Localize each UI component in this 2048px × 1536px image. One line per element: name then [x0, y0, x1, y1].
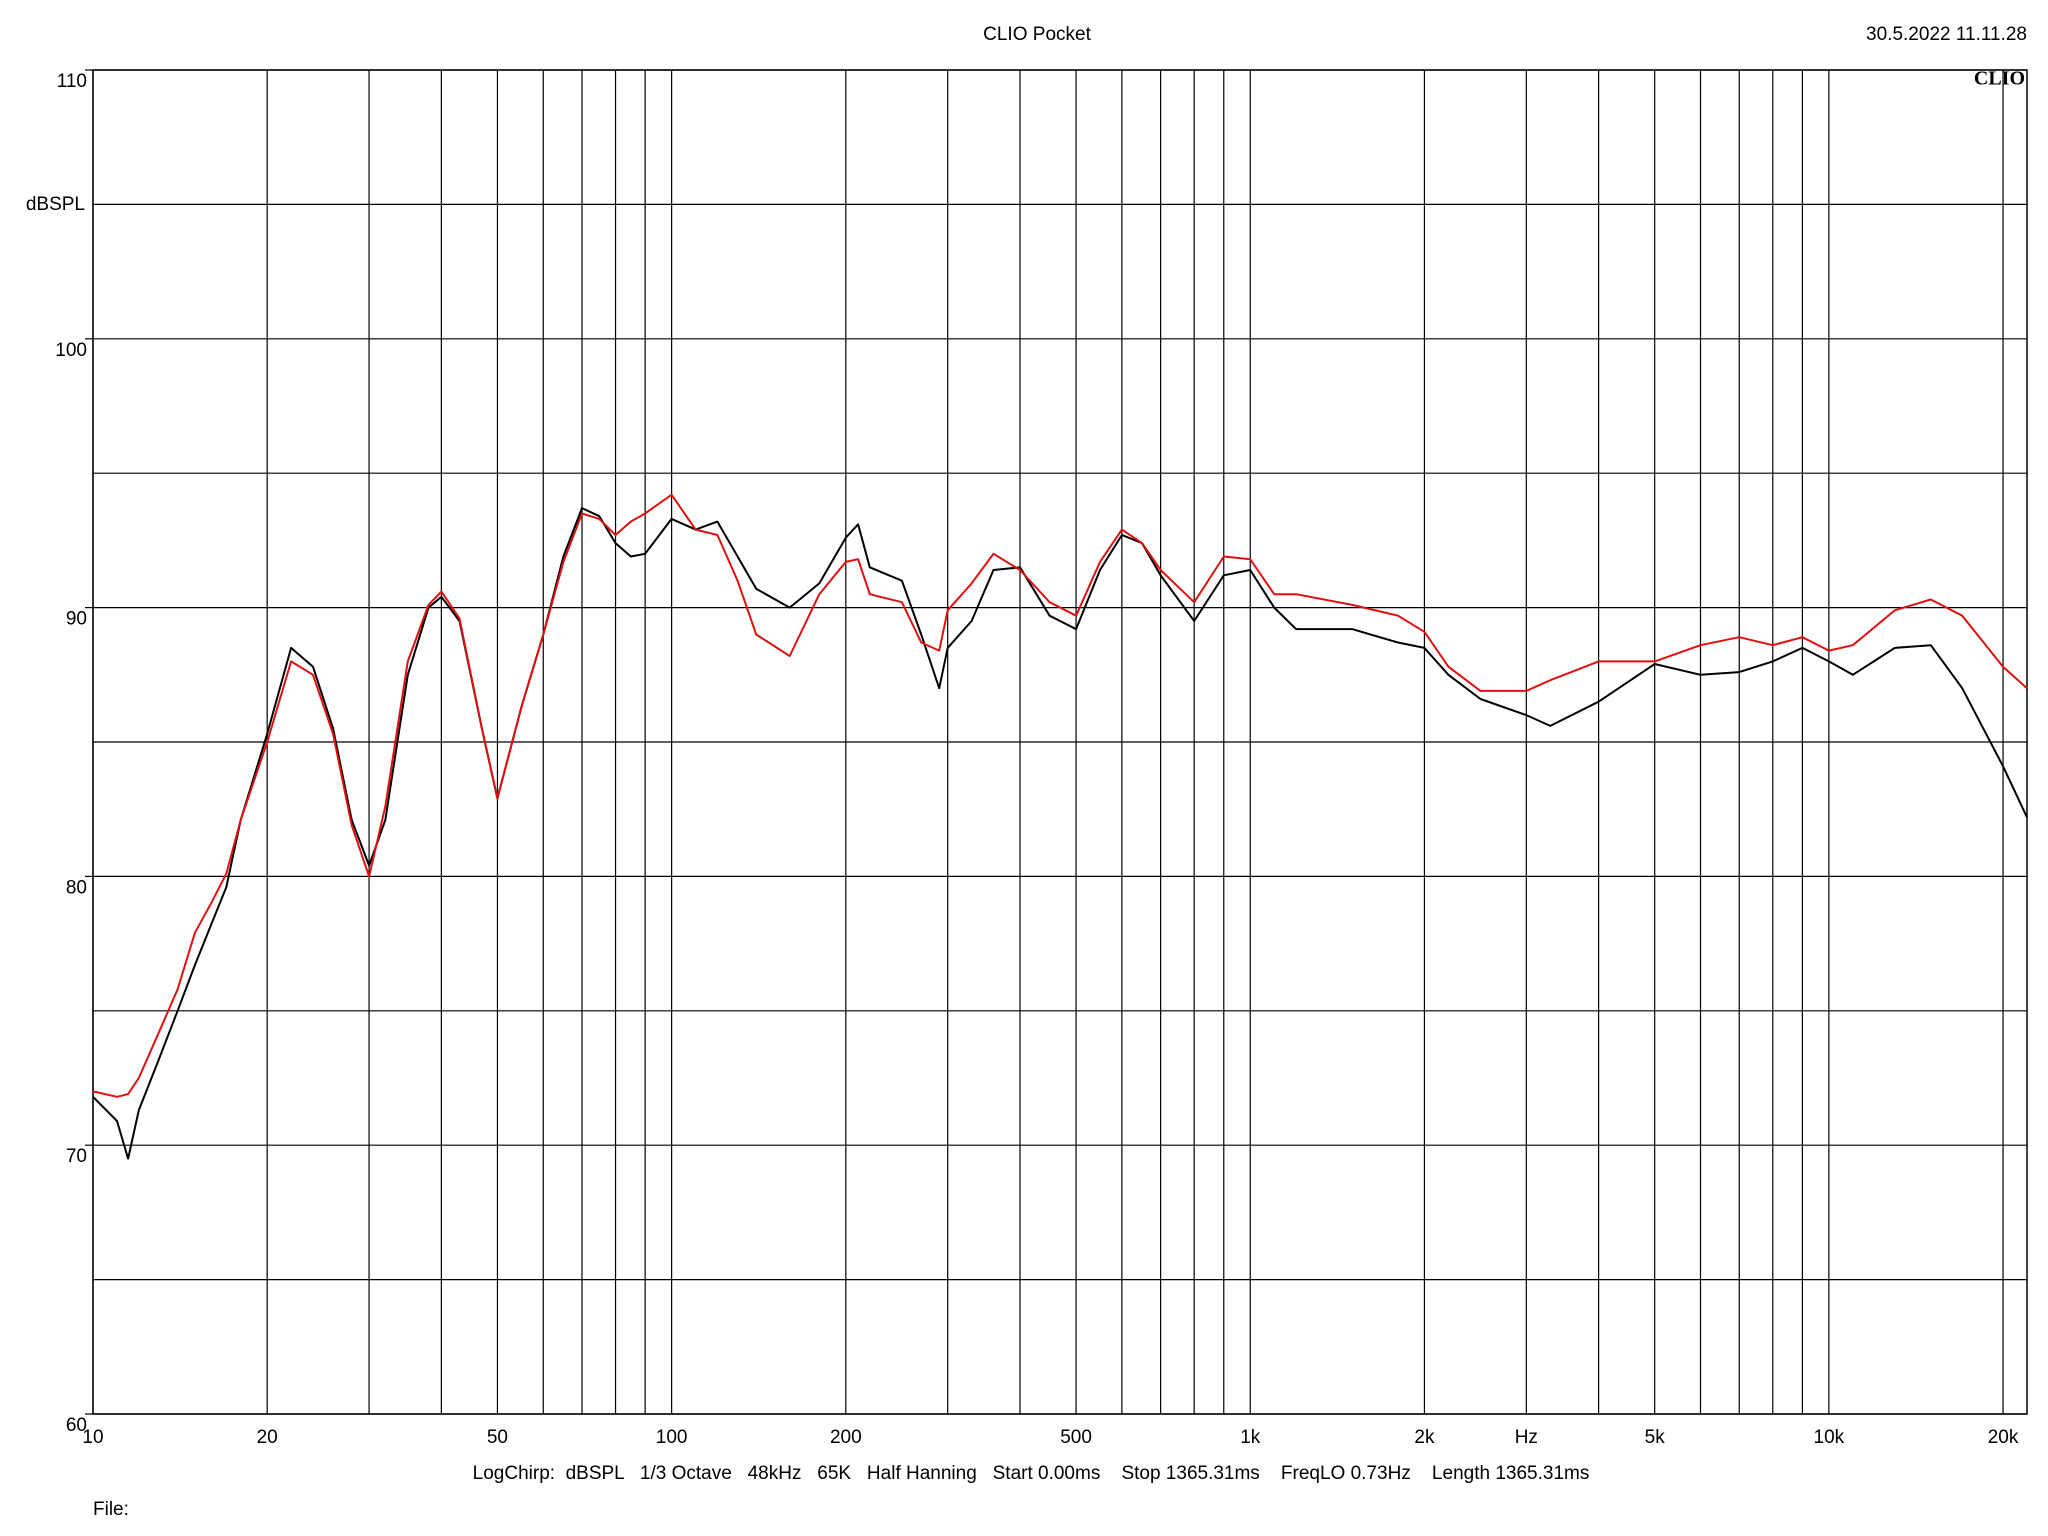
x-tick-label: 2k — [1414, 1427, 1435, 1448]
x-tick-label: 20k — [1988, 1427, 2019, 1448]
x-tick-label: 50 — [487, 1427, 508, 1448]
x-tick-label: Hz — [1515, 1427, 1538, 1448]
x-tick-label: 100 — [656, 1427, 688, 1448]
chart-title: CLIO Pocket — [983, 24, 1091, 45]
x-tick-label: 5k — [1645, 1427, 1666, 1448]
series-line — [92, 507, 2028, 1160]
x-tick-label: 500 — [1060, 1427, 1092, 1448]
y-tick-label: 60 — [66, 1415, 87, 1436]
y-axis-label: dBSPL — [26, 194, 85, 215]
x-tick-label: 200 — [830, 1427, 862, 1448]
plot-frame — [92, 69, 2028, 1415]
x-tick-label: 10 — [82, 1427, 103, 1448]
y-tick-label: 90 — [66, 609, 87, 630]
file-label: File: — [93, 1499, 129, 1520]
logo: CLIO — [1974, 68, 2025, 90]
timestamp: 30.5.2022 11.11.28 — [1866, 24, 2027, 45]
y-tick-label: 70 — [66, 1146, 87, 1167]
y-tick-label: 110 — [57, 71, 87, 92]
y-tick-label: 80 — [66, 877, 87, 898]
series-line — [92, 493, 2028, 1098]
x-tick-label: 20 — [257, 1427, 278, 1448]
x-tick-label: 1k — [1240, 1427, 1261, 1448]
footer: LogChirp: dBSPL 1/3 Octave 48kHz 65K Hal… — [473, 1463, 1590, 1484]
x-tick-label: 10k — [1814, 1427, 1845, 1448]
y-tick-label: 100 — [55, 340, 87, 361]
